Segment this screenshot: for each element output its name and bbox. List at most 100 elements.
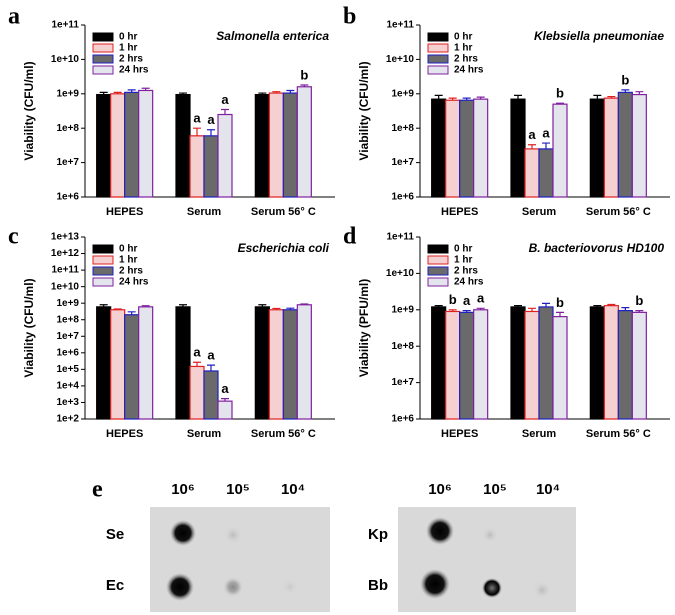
error-bar: [448, 309, 457, 312]
error-bar: [286, 307, 295, 310]
y-tick-label: 1e+10: [51, 54, 80, 65]
error-bar: [528, 307, 536, 312]
error-bar: [607, 95, 616, 99]
error-bar: [556, 311, 564, 317]
bar: [124, 91, 140, 198]
error-bar: [258, 304, 267, 307]
blot-dot: [170, 520, 196, 546]
y-tick-label: 1e+9: [56, 88, 79, 99]
blot-row-label: Bb: [368, 577, 388, 594]
annotation: a: [221, 381, 229, 396]
blot-dot: [426, 517, 454, 545]
error-bar: [207, 364, 215, 371]
bar: [459, 99, 475, 198]
annotation: b: [635, 293, 643, 308]
error-bar: [99, 91, 108, 95]
legend-swatch: [92, 32, 114, 42]
legend-swatch: [427, 266, 449, 276]
y-tick-label: 1e+9: [56, 298, 79, 309]
bar: [431, 98, 447, 198]
blot-dot: [420, 569, 450, 599]
y-tick-label: 1e+6: [391, 414, 414, 425]
blot-column-label: 10⁴: [536, 481, 560, 498]
error-bar: [593, 94, 602, 100]
error-bar: [621, 306, 630, 311]
panel-label: a: [8, 4, 20, 30]
annotation: a: [542, 125, 550, 140]
chart-title: Salmonella enterica: [216, 29, 329, 43]
legend-label: 24 hrs: [119, 65, 149, 76]
annotation: a: [193, 111, 201, 126]
bar: [254, 93, 270, 198]
bar: [296, 86, 312, 198]
legend-swatch: [92, 255, 114, 265]
y-tick-label: 1e+9: [391, 304, 414, 315]
bar: [296, 304, 312, 420]
y-tick-label: 1e+3: [56, 397, 79, 408]
y-tick-label: 1e+7: [391, 377, 414, 388]
error-bar: [141, 305, 150, 307]
blot-dot: [482, 578, 502, 598]
y-tick-label: 1e+11: [51, 20, 79, 31]
legend-swatch: [92, 65, 114, 75]
error-bar: [141, 87, 150, 91]
blot-dot: [223, 525, 243, 545]
bar: [589, 98, 605, 198]
error-bar: [635, 91, 644, 95]
error-bar: [113, 91, 122, 94]
error-bar: [272, 91, 281, 94]
y-tick-label: 1e+7: [56, 331, 79, 342]
bar: [268, 92, 284, 198]
y-tick-label: 1e+8: [56, 123, 79, 134]
annotation: b: [300, 67, 308, 82]
blot-dot: [223, 577, 243, 597]
error-bar: [434, 94, 443, 100]
y-axis-label: Viability (CFU/ml): [357, 61, 371, 160]
legend-label: 24 hrs: [119, 277, 149, 288]
y-tick-label: 1e+8: [391, 123, 414, 134]
y-tick-label: 1e+6: [56, 347, 79, 358]
legend-label: 24 hrs: [454, 65, 484, 76]
y-tick-label: 1e+10: [386, 54, 415, 65]
bar: [124, 314, 140, 420]
chart-title: Escherichia coli: [238, 241, 330, 255]
x-tick-label: Serum 56° C: [586, 428, 651, 440]
legend-label: 0 hr: [119, 32, 137, 43]
y-tick-label: 1e+4: [56, 381, 79, 392]
annotation: a: [193, 345, 201, 360]
blot-row-label: Se: [106, 526, 124, 543]
bar: [175, 306, 191, 420]
bar: [217, 400, 233, 420]
bar: [96, 93, 112, 198]
legend-label: 1 hr: [119, 255, 137, 266]
x-tick-label: Serum: [522, 206, 556, 218]
annotation: b: [556, 295, 564, 310]
chart-title: Klebsiella pneumoniae: [534, 29, 664, 43]
bar: [603, 97, 619, 198]
legend-swatch: [92, 43, 114, 53]
y-tick-label: 1e+12: [51, 248, 80, 259]
blot-row-label: Kp: [368, 526, 388, 543]
error-bar: [193, 361, 201, 367]
legend-swatch: [427, 54, 449, 64]
annotation: b: [449, 292, 457, 307]
legend-swatch: [427, 244, 449, 254]
bar: [254, 306, 270, 420]
error-bar: [542, 302, 550, 307]
bar: [282, 92, 298, 198]
bar: [459, 311, 475, 420]
bar: [524, 148, 540, 198]
bar: [473, 98, 489, 198]
bar: [203, 135, 219, 198]
error-bar: [179, 92, 187, 95]
error-bar: [434, 305, 443, 307]
bar: [217, 113, 233, 198]
error-bar: [448, 97, 457, 101]
bar: [445, 310, 461, 420]
legend-swatch: [427, 255, 449, 265]
bar: [138, 89, 154, 198]
legend-label: 1 hr: [454, 255, 472, 266]
bar: [631, 93, 647, 198]
error-bar: [462, 97, 471, 101]
